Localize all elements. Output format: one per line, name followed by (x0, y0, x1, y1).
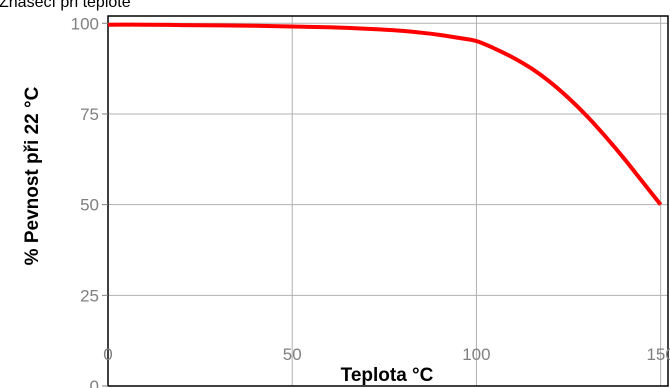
x-tick-label: 150 (646, 345, 670, 364)
x-tick-label: 50 (283, 345, 302, 364)
y-tick-label: 50 (80, 196, 99, 215)
x-tick-label: 0 (103, 345, 112, 364)
y-axis-title: % Pevnost při 22 °C (22, 86, 43, 265)
x-axis-title: Teplota °C (341, 365, 434, 386)
y-tick-label: 25 (80, 286, 99, 305)
y-tick-label: 75 (80, 105, 99, 124)
chart-title: Zhášecí při teplotě (0, 0, 131, 11)
series-line-0 (107, 22, 663, 206)
x-tick-label: 100 (462, 345, 490, 364)
y-tick-label: 0 (90, 377, 99, 388)
plot-frame (107, 15, 669, 387)
y-tick-label: 100 (71, 14, 99, 33)
axis-ticks: 0 50 100 150 0 25 50 75 100 (71, 14, 670, 388)
series (107, 22, 663, 206)
